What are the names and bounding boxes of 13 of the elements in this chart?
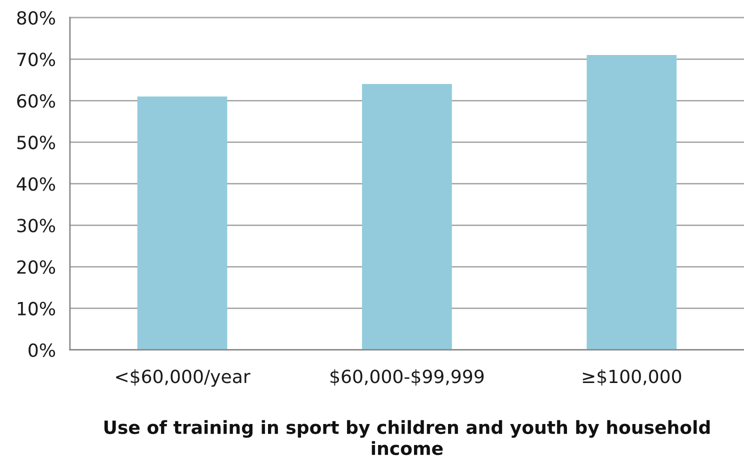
y-tick-label: 60% [17, 94, 56, 108]
y-tick-label: 0% [28, 343, 56, 357]
x-tick-label: $60,000-$99,999 [330, 369, 484, 386]
y-tick-label: 10% [18, 302, 56, 316]
x-tick-label: <$60,000/year [116, 369, 250, 387]
y-tick-label: 50% [17, 136, 56, 150]
y-tick-label: 70% [17, 52, 56, 66]
y-tick-label: 40% [16, 177, 56, 191]
y-tick-label: 20% [17, 260, 56, 274]
x-axis-title: Use of training in sport by children and youth by household income [104, 420, 710, 456]
x-tick-label: ≥$100,000 [582, 369, 682, 386]
y-tick-label: 30% [17, 218, 56, 232]
y-tick-label: 80% [17, 11, 56, 25]
